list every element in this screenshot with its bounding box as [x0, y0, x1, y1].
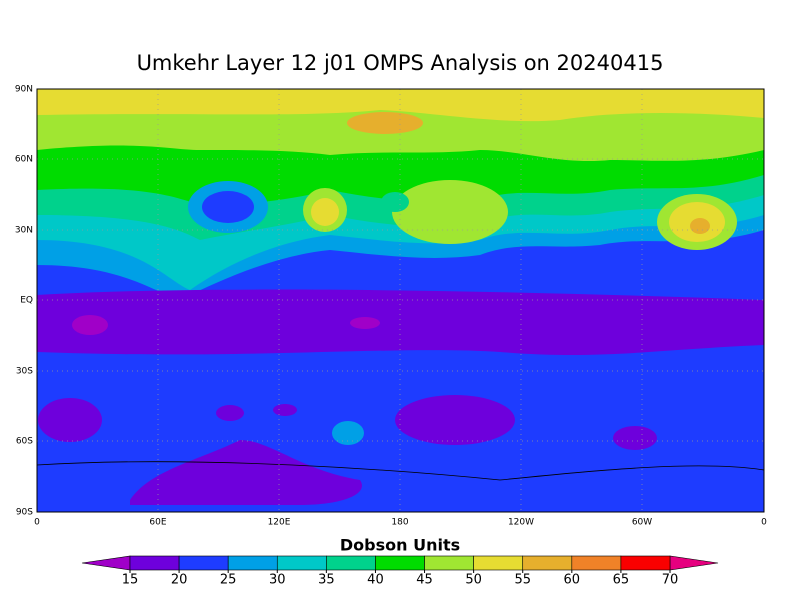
colorbar-tick-label: 35 [318, 573, 335, 588]
colorbar-under [81, 555, 131, 571]
colorbar-tick-label: 20 [171, 573, 188, 588]
lon-label: 120W [508, 518, 534, 528]
colorbar-over [669, 555, 719, 571]
lon-label: 0 [761, 518, 767, 528]
colorbar-box [571, 555, 622, 571]
colorbar-box [522, 555, 573, 571]
colorbar-box [424, 555, 474, 571]
colorbar: 15 20 25 30 35 40 45 50 55 60 65 70 [81, 555, 719, 588]
lon-label: 180 [391, 518, 408, 528]
colorbar-label: Dobson Units [340, 536, 460, 555]
colorbar-tick-label: 15 [122, 573, 139, 588]
colorbar-tick-label: 25 [220, 573, 237, 588]
lat-label: 90N [15, 85, 33, 95]
lat-label: 60N [15, 155, 33, 165]
colorbar-tick-label: 55 [514, 573, 531, 588]
lon-label: 60W [632, 518, 652, 528]
colorbar-tick-label: 50 [465, 573, 482, 588]
lat-label: 60S [16, 437, 33, 447]
lon-labels: 0 60E 120E 180 120W 60W 0 [34, 518, 767, 528]
colorbar-tick-label: 45 [416, 573, 433, 588]
lat-label: 90S [16, 508, 33, 518]
lon-label: 120E [268, 518, 291, 528]
colorbar-tick-label: 70 [662, 573, 679, 588]
colorbar-box [178, 555, 229, 571]
colorbar-box [227, 555, 278, 571]
colorbar-box [620, 555, 671, 571]
map-frame [36, 88, 765, 513]
lon-label: 60E [149, 518, 166, 528]
colorbar-box [276, 555, 327, 571]
lon-label: 0 [34, 518, 40, 528]
colorbar-tick-label: 60 [564, 573, 581, 588]
lat-label: 30N [15, 226, 33, 236]
ozone-field [37, 89, 764, 512]
colorbar-tick-label: 40 [367, 573, 384, 588]
lat-labels: 90N 60N 30N EQ 30S 60S 90S [15, 85, 33, 518]
colorbar-box [129, 555, 180, 571]
title: Umkehr Layer 12 j01 OMPS Analysis on 202… [137, 51, 664, 75]
colorbar-tick-label: 65 [613, 573, 630, 588]
colorbar-tick-label: 30 [269, 573, 286, 588]
grid [37, 89, 764, 512]
colorbar-box [326, 555, 376, 571]
lat-label: EQ [20, 296, 33, 306]
lat-label: 30S [16, 367, 33, 377]
colorbar-box [473, 555, 524, 571]
colorbar-box [375, 555, 425, 571]
